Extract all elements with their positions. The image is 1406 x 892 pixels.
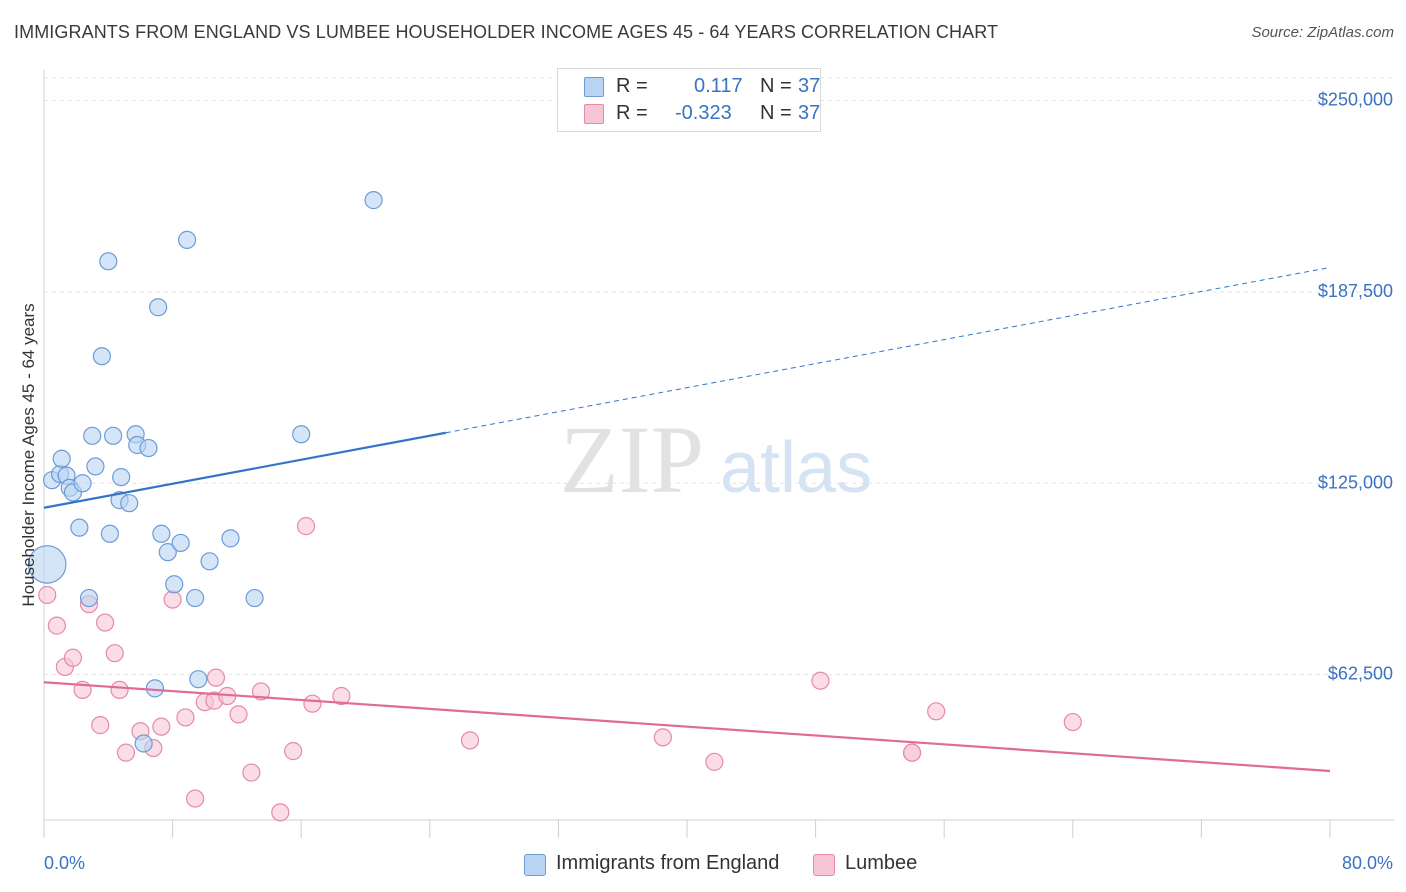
bottom-legend-label-england: Immigrants from England [556, 852, 780, 874]
england-trend-line [43, 431, 447, 509]
legend-r-value-lumbee: -0.323 [675, 102, 732, 124]
england-point [83, 426, 102, 445]
england-point [79, 588, 99, 608]
tick-labels: $62,500 $125,000 $187,500 $250,000 0.0% 80.0% [44, 90, 1393, 873]
england-point [92, 347, 111, 366]
lumbee-point [110, 680, 129, 699]
england-point [152, 524, 171, 543]
legend-r-label: R = [616, 75, 648, 97]
legend-n-label: N = [760, 75, 792, 97]
england-point [149, 298, 168, 317]
bottom-legend-label-lumbee: Lumbee [845, 852, 918, 874]
axes [43, 70, 1394, 838]
england-point [221, 529, 240, 548]
chart-title: IMMIGRANTS FROM ENGLAND VS LUMBEE HOUSEH… [14, 22, 999, 42]
lumbee-point [296, 517, 316, 536]
england-trend-extension [445, 266, 1331, 434]
legend-swatch-england [584, 77, 604, 97]
lumbee-point [902, 743, 922, 762]
england-point [200, 552, 219, 571]
lumbee-point [95, 613, 115, 632]
lumbee-point [251, 682, 271, 701]
england-point [99, 252, 118, 271]
england-point [189, 670, 208, 689]
england-point [145, 679, 165, 698]
england-point [364, 191, 383, 210]
lumbee-point [927, 702, 946, 721]
watermark-zip: ZIP [560, 406, 704, 513]
england-point [70, 518, 89, 537]
y-tick-label: $187,500 [1318, 281, 1393, 301]
england-point [112, 468, 131, 487]
lumbee-point [152, 717, 171, 736]
lumbee-point [116, 743, 136, 762]
y-axis-label: Householder Income Ages 45 - 64 years [19, 303, 38, 606]
england-point [165, 575, 184, 594]
england-point [171, 533, 190, 553]
england-point [52, 449, 71, 468]
legend-n-label: N = [760, 102, 792, 124]
lumbee-point [460, 731, 480, 750]
y-tick-label: $250,000 [1318, 90, 1393, 110]
y-tick-label: $62,500 [1328, 664, 1393, 684]
england-point [73, 474, 92, 493]
watermark: ZIP atlas [560, 406, 872, 513]
source-label: Source: ZipAtlas.com [1251, 24, 1394, 41]
lumbee-points [38, 517, 1082, 822]
lumbee-point [206, 668, 226, 687]
gridlines [44, 77, 1394, 676]
england-point [292, 425, 311, 444]
lumbee-point [303, 694, 322, 713]
lumbee-point [176, 708, 195, 727]
watermark-atlas: atlas [720, 428, 872, 508]
england-point [177, 230, 197, 249]
lumbee-point [271, 803, 290, 822]
england-point [139, 438, 158, 458]
lumbee-point [186, 789, 205, 808]
x-tick-label: 0.0% [44, 853, 85, 873]
england-point [186, 588, 205, 608]
lumbee-point [653, 728, 672, 747]
england-point [120, 494, 139, 513]
lumbee-point [163, 590, 182, 609]
lumbee-point [332, 686, 351, 706]
lumbee-point [284, 742, 303, 761]
lumbee-point [811, 671, 830, 690]
lumbee-point [91, 716, 110, 735]
england-point [100, 524, 120, 543]
legend-n-value-lumbee: 37 [798, 102, 821, 124]
bottom-legend-swatch-lumbee [813, 854, 835, 876]
england-point [134, 734, 153, 753]
trend-lines [43, 266, 1331, 773]
lumbee-point [38, 585, 57, 605]
legend-n-value-england: 37 [798, 75, 821, 97]
england-point [86, 457, 105, 476]
correlation-legend: R = 0.117 N = 37 R = -0.323 N = 37 [557, 68, 821, 132]
lumbee-point [47, 616, 66, 635]
lumbee-point [705, 752, 724, 771]
england-points [27, 191, 383, 753]
england-point [245, 588, 264, 608]
legend-swatch-lumbee [584, 104, 604, 124]
england-point [104, 426, 123, 445]
lumbee-point [229, 705, 248, 724]
legend-r-label: R = [616, 102, 648, 124]
x-tick-label: 80.0% [1342, 853, 1393, 873]
lumbee-point [242, 763, 261, 782]
lumbee-point [105, 644, 124, 663]
y-tick-label: $125,000 [1318, 472, 1393, 492]
england-point [27, 545, 67, 584]
lumbee-point [1063, 712, 1082, 732]
legend-r-value-england: 0.117 [694, 75, 743, 97]
bottom-legend-swatch-england [524, 854, 546, 876]
england-point [158, 543, 177, 562]
lumbee-point [63, 648, 83, 667]
lumbee-trend-line [43, 681, 1331, 773]
